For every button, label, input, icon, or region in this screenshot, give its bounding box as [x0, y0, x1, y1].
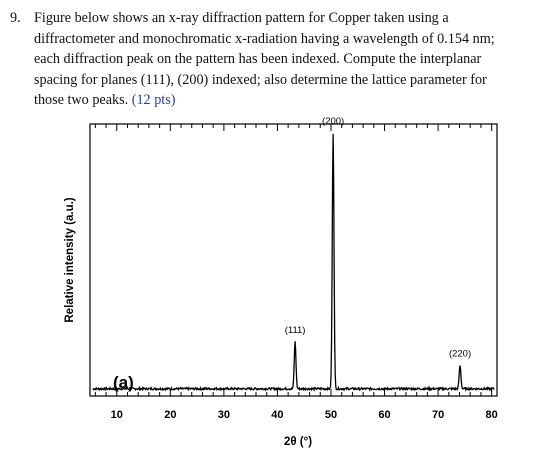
diffraction-pattern-line [92, 133, 495, 393]
x-tick-label-40: 40 [271, 409, 283, 421]
question-line-4: spacing for planes (111), (200) indexed;… [34, 71, 487, 88]
x-axis-label: 2θ (°) [284, 436, 312, 448]
x-tick-label-70: 70 [432, 409, 444, 421]
panel-label: (a) [113, 373, 134, 392]
question-body: Figure below shows an x-ray diffraction … [34, 8, 495, 111]
question-line-3: each diffraction peak on the pattern has… [34, 51, 482, 67]
peak-label-1: (200) [322, 116, 344, 127]
question-line-2: diffractometer and monochromatic x-radia… [34, 30, 495, 47]
question-line-5-text: those two peaks. [34, 92, 132, 108]
peak-labels: (111) (200) (220) [285, 116, 471, 359]
question-line-1: Figure below shows an x-ray diffraction … [34, 10, 449, 26]
plot-frame [89, 123, 498, 397]
x-tick-label-80: 80 [486, 409, 498, 421]
question-line-5: those two peaks. (12 pts) [34, 90, 495, 111]
points-value: (12 pts) [131, 92, 176, 108]
x-tick-labels: 10 20 30 40 50 60 70 80 [111, 409, 498, 421]
x-tick-label-10: 10 [111, 409, 123, 421]
question-number: 9. [10, 10, 21, 26]
x-tick-label-20: 20 [164, 409, 176, 421]
x-tick-label-30: 30 [218, 409, 230, 421]
x-tick-label-60: 60 [378, 409, 390, 421]
peak-label-2: (220) [449, 348, 471, 359]
peak-label-0: (111) [285, 325, 306, 336]
x-ticks [94, 124, 493, 396]
y-axis-label: Relative intensity (a.u.) [64, 197, 76, 322]
x-tick-label-50: 50 [325, 409, 337, 421]
